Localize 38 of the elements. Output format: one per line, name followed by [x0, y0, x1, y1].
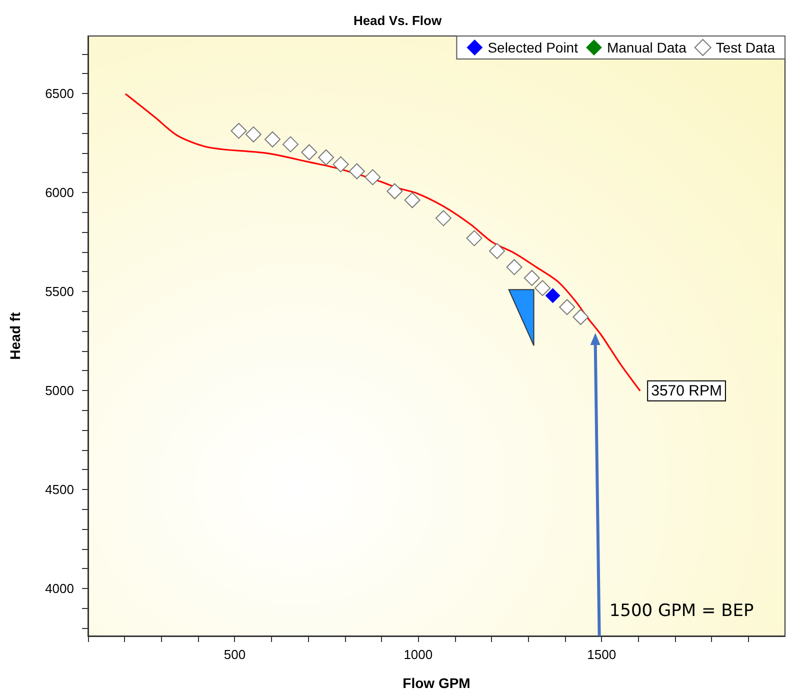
point — [534, 280, 551, 296]
point — [230, 122, 247, 139]
x-tick-label: 500 — [224, 647, 246, 662]
point — [466, 230, 482, 246]
point — [318, 149, 334, 166]
y-tick-label: 4500 — [45, 482, 74, 497]
x-tick-label: 1000 — [404, 647, 433, 662]
point — [348, 163, 365, 180]
point — [489, 243, 506, 260]
point — [524, 270, 540, 286]
chart-title: Head Vs. Flow — [353, 13, 442, 28]
y-tick-label: 5500 — [45, 284, 74, 299]
y-tick-label: 4000 — [45, 580, 74, 596]
point — [245, 126, 262, 142]
point — [559, 299, 576, 316]
legend-label: Selected Point — [488, 40, 578, 56]
y-tick-label: 5000 — [45, 382, 74, 398]
annotation: 1500 GPM = BEP — [609, 601, 754, 621]
point — [364, 169, 381, 186]
point — [264, 131, 281, 148]
point — [404, 192, 420, 208]
point — [572, 308, 589, 325]
legend-label: Manual Data — [606, 40, 687, 56]
y-tick-label: 6500 — [45, 86, 74, 101]
point — [506, 259, 522, 276]
point — [435, 210, 452, 226]
x-axis-title: Flow GPM — [402, 675, 470, 691]
point — [332, 156, 349, 172]
y-axis-title: Head ft — [7, 312, 23, 360]
point — [386, 183, 403, 200]
point — [545, 288, 560, 304]
point — [282, 136, 298, 152]
x-tick-label: 1500 — [587, 647, 616, 662]
series-label: 3570 RPM — [651, 382, 722, 400]
legend-label: Test Data — [716, 40, 776, 56]
line-series — [124, 93, 641, 392]
y-tick-label: 6000 — [45, 184, 74, 200]
point — [301, 144, 318, 160]
